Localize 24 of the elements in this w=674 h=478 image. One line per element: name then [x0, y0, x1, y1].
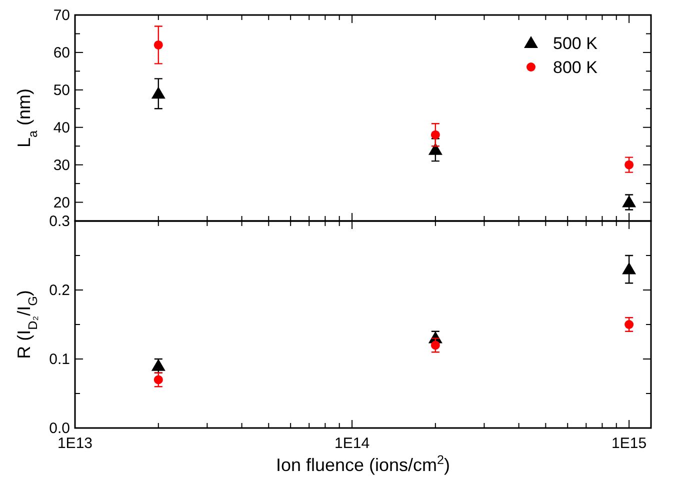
- x-axis-title: Ion fluence (ions/cm$^{2}$): [276, 453, 450, 475]
- x-tick-label: 1E15: [612, 435, 647, 452]
- y-tick-label: 0.1: [49, 351, 70, 368]
- point: [622, 262, 636, 274]
- x-tick-label: 1E14: [334, 435, 370, 452]
- point: [151, 86, 166, 99]
- point: [154, 40, 163, 50]
- y-tick-label: 40: [53, 119, 70, 136]
- legend-label: 800 K: [553, 58, 598, 77]
- point: [624, 320, 634, 329]
- y-tick-label: 70: [53, 7, 70, 24]
- legend-label: 500 K: [553, 34, 598, 53]
- point: [154, 375, 163, 384]
- y-tick-label: 0.3: [49, 213, 70, 230]
- point: [151, 358, 166, 371]
- y-tick-label: 0.2: [49, 282, 70, 299]
- point: [622, 195, 636, 208]
- y-tick-label: 60: [53, 44, 70, 62]
- y-tick-label: 50: [53, 82, 70, 99]
- point: [624, 160, 634, 170]
- y-tick-label: 0.0: [49, 420, 70, 437]
- y-tick-label: 30: [53, 156, 70, 174]
- y-tick-label: 20: [53, 194, 70, 212]
- x-tick-label: 1E13: [57, 435, 93, 452]
